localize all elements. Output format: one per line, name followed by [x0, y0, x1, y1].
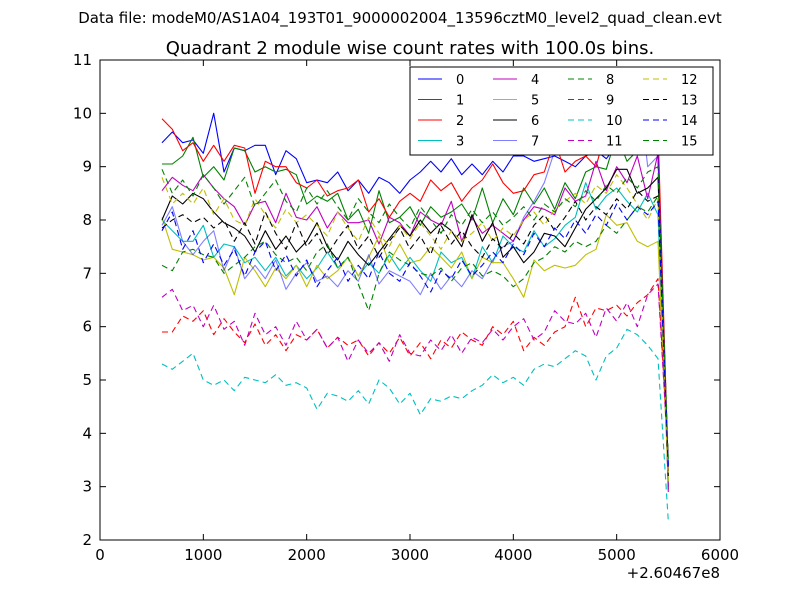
x-tick-label: 1000 — [184, 546, 222, 564]
chart-title: Quadrant 2 module wise count rates with … — [166, 38, 655, 59]
legend-label-5: 5 — [531, 94, 539, 109]
x-tick-label: 4000 — [494, 546, 532, 564]
figure-suptitle: Data file: modeM0/AS1A04_193T01_90000020… — [78, 9, 722, 27]
y-tick-label: 4 — [82, 424, 92, 442]
y-tick-label: 6 — [82, 318, 92, 336]
legend-label-6: 6 — [531, 114, 539, 129]
series-line-0 — [161, 112, 669, 487]
series-layer — [161, 72, 669, 522]
x-tick-label: 5000 — [598, 546, 636, 564]
series-line-13 — [161, 190, 669, 471]
legend-frame — [409, 66, 714, 156]
legend-label-9: 9 — [606, 94, 614, 109]
series-line-4 — [161, 152, 669, 493]
series-line-1 — [162, 134, 669, 490]
legend-label-15: 15 — [681, 135, 698, 150]
legend-label-14: 14 — [681, 114, 698, 129]
series-line-6 — [161, 168, 669, 477]
legend-label-4: 4 — [531, 73, 539, 88]
y-tick-label: 9 — [82, 158, 92, 176]
legend-label-3: 3 — [456, 135, 464, 150]
series-line-3 — [161, 182, 669, 482]
legend-label-11: 11 — [606, 135, 623, 150]
legend-label-10: 10 — [606, 114, 623, 129]
x-tick-label: 6000 — [701, 546, 739, 564]
y-tick-label: 2 — [82, 531, 92, 549]
series-line-5 — [161, 214, 669, 482]
legend-label-8: 8 — [606, 73, 614, 88]
series-line-15 — [161, 166, 669, 461]
y-tick-label: 3 — [82, 478, 92, 496]
y-tick-label: 8 — [82, 211, 92, 229]
y-tick-label: 7 — [82, 264, 92, 282]
legend-label-12: 12 — [681, 73, 698, 88]
legend-label-13: 13 — [681, 94, 698, 109]
y-tick-label: 11 — [73, 51, 92, 69]
x-tick-label: 3000 — [391, 546, 429, 564]
legend-label-7: 7 — [531, 135, 539, 150]
y-tick-label: 10 — [73, 104, 92, 122]
series-line-12 — [161, 174, 669, 477]
series-line-10 — [161, 328, 669, 522]
legend-label-0: 0 — [456, 73, 464, 88]
series-line-9 — [162, 278, 669, 455]
series-line-2 — [161, 118, 669, 471]
x-tick-label: 2000 — [288, 546, 326, 564]
y-tick-label: 5 — [82, 371, 92, 389]
legend-label-1: 1 — [456, 94, 464, 109]
x-tick-label: 0 — [95, 546, 105, 564]
series-line-14 — [161, 200, 669, 466]
legend-label-2: 2 — [456, 114, 464, 129]
x-offset-label: +2.60467e8 — [627, 564, 720, 582]
